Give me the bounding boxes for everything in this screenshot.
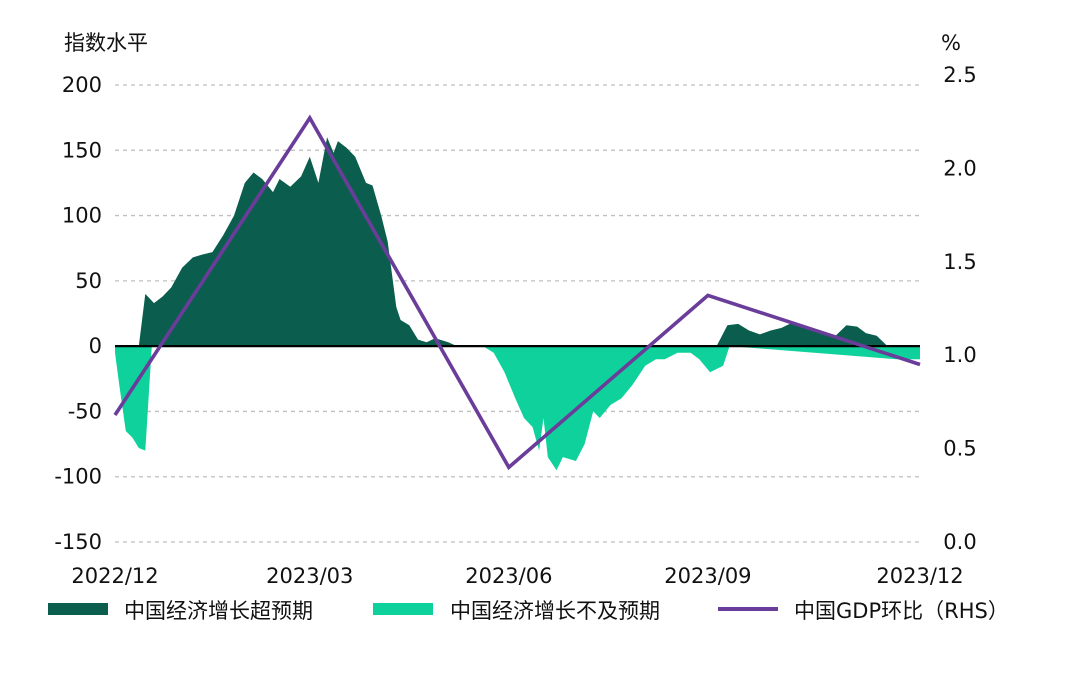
legend-swatch-surprise [48, 603, 108, 615]
right-tick-label: 2.5 [943, 63, 976, 87]
right-tick-label: 0.0 [943, 530, 976, 554]
right-axis-ticks: 2.5 2.0 1.5 1.0 0.5 0.0 [943, 63, 976, 554]
left-tick-label: -100 [54, 465, 102, 489]
left-tick-label: 150 [62, 138, 102, 162]
right-tick-label: 1.5 [943, 250, 976, 274]
left-tick-label: 0 [89, 334, 102, 358]
x-tick-label: 2023/06 [465, 564, 552, 588]
line-layer [113, 114, 921, 471]
legend-item-miss: 中国经济增长不及预期 [373, 599, 660, 623]
right-tick-label: 0.5 [943, 437, 976, 461]
legend-label-miss: 中国经济增长不及预期 [450, 599, 660, 623]
x-tick-label: 2023/12 [876, 564, 963, 588]
legend-item-surprise: 中国经济增长超预期 [48, 599, 313, 623]
right-axis-unit: % [941, 31, 961, 55]
area-miss [115, 346, 920, 471]
legend: 中国经济增长超预期 中国经济增长不及预期 中国GDP环比（RHS） [48, 599, 1009, 623]
area-layer [115, 137, 920, 471]
legend-item-gdp: 中国GDP环比（RHS） [718, 599, 1009, 623]
left-axis-ticks: 200 150 100 50 0 -50 -100 -150 [54, 73, 102, 554]
left-tick-label: -50 [68, 399, 102, 423]
x-tick-label: 2023/03 [266, 564, 353, 588]
x-tick-label: 2022/12 [71, 564, 158, 588]
legend-label-gdp: 中国GDP环比（RHS） [794, 599, 1009, 623]
right-tick-label: 1.0 [943, 343, 976, 367]
left-tick-label: 50 [75, 269, 102, 293]
area-surprise [115, 137, 920, 347]
right-tick-label: 2.0 [943, 156, 976, 180]
gridlines [115, 84, 920, 543]
legend-swatch-miss [373, 603, 433, 615]
left-tick-label: 200 [62, 73, 102, 97]
x-axis-ticks: 2022/12 2023/03 2023/06 2023/09 2023/12 [71, 564, 963, 588]
legend-label-surprise: 中国经济增长超预期 [124, 599, 313, 623]
left-tick-label: -150 [54, 530, 102, 554]
x-tick-label: 2023/09 [664, 564, 751, 588]
left-tick-label: 100 [62, 204, 102, 228]
left-axis-unit: 指数水平 [64, 31, 148, 55]
